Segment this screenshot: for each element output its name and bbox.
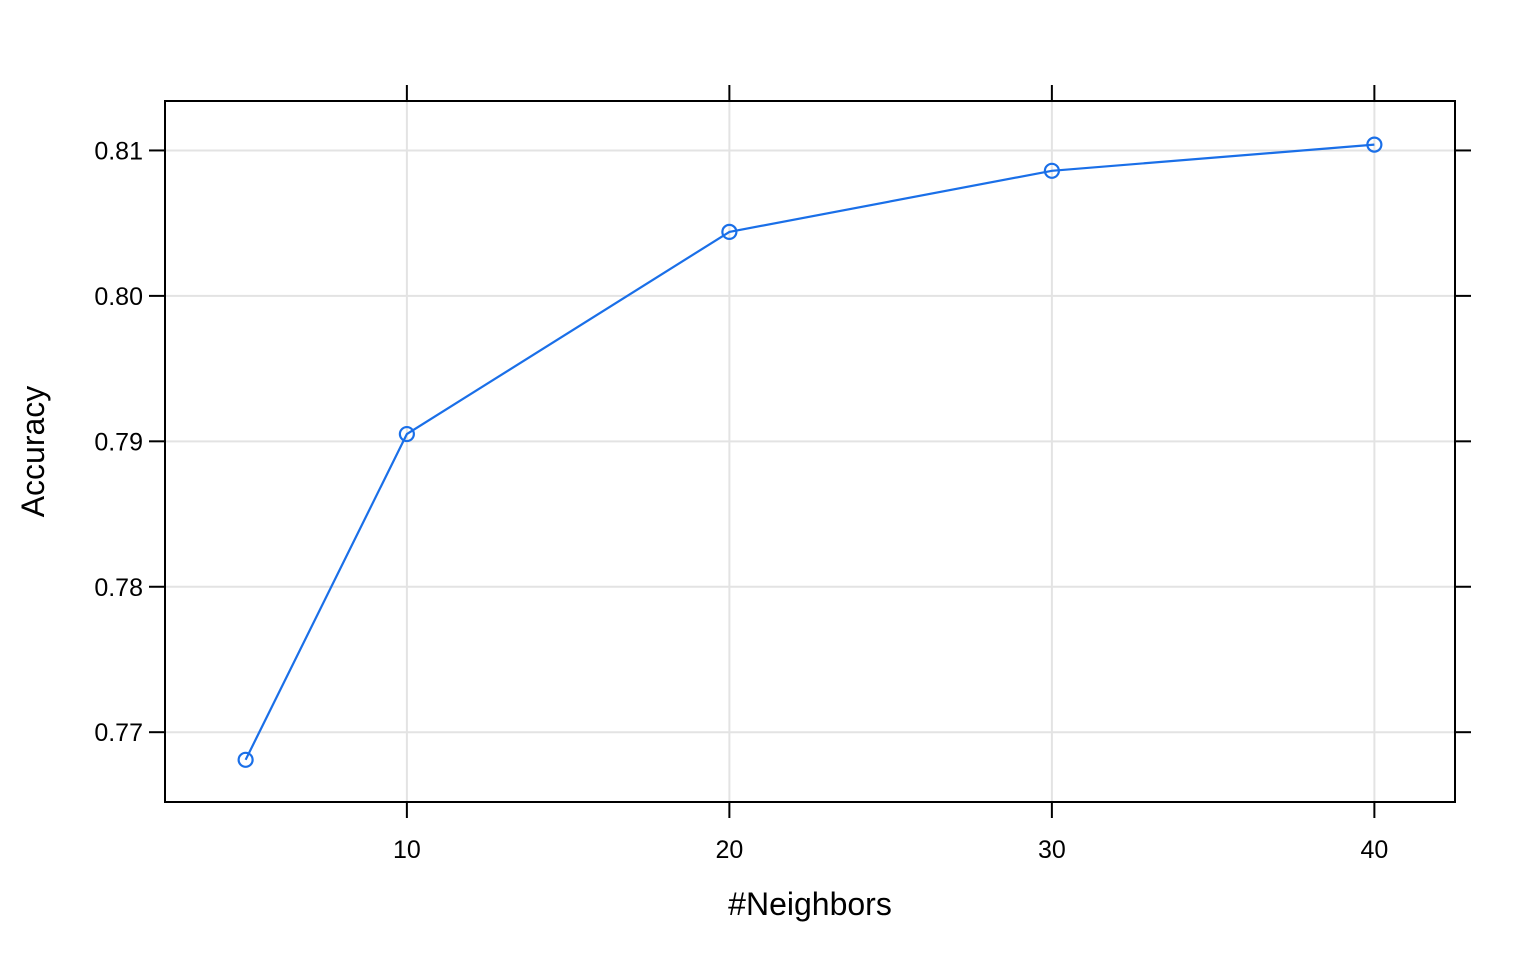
x-axis-label: #Neighbors <box>728 886 892 922</box>
y-tick-label: 0.77 <box>94 719 143 747</box>
accuracy-data-point <box>1366 136 1383 153</box>
axis-ticks <box>149 85 1471 818</box>
y-axis-label: Accuracy <box>15 386 51 518</box>
series-layer <box>237 136 1383 768</box>
accuracy-data-point <box>1043 162 1060 179</box>
accuracy-data-point <box>398 425 415 443</box>
accuracy-data-point <box>721 223 738 240</box>
y-tick-label: 0.79 <box>94 428 143 456</box>
grid-lines <box>165 101 1455 802</box>
x-tick-label: 40 <box>1360 836 1388 864</box>
accuracy-data-point <box>237 751 254 768</box>
x-tick-label: 30 <box>1038 836 1066 864</box>
x-tick-label: 20 <box>715 836 743 864</box>
plot-area-frame <box>164 100 1456 803</box>
accuracy-series-line <box>244 143 1375 761</box>
y-tick-label: 0.80 <box>94 283 143 311</box>
y-tick-label: 0.81 <box>94 137 143 165</box>
axis-tick-labels: 10 20 30 40 0.77 0.78 0.79 0.80 0.81 <box>94 137 1388 864</box>
x-tick-label: 10 <box>393 836 421 864</box>
y-tick-label: 0.78 <box>94 574 143 602</box>
